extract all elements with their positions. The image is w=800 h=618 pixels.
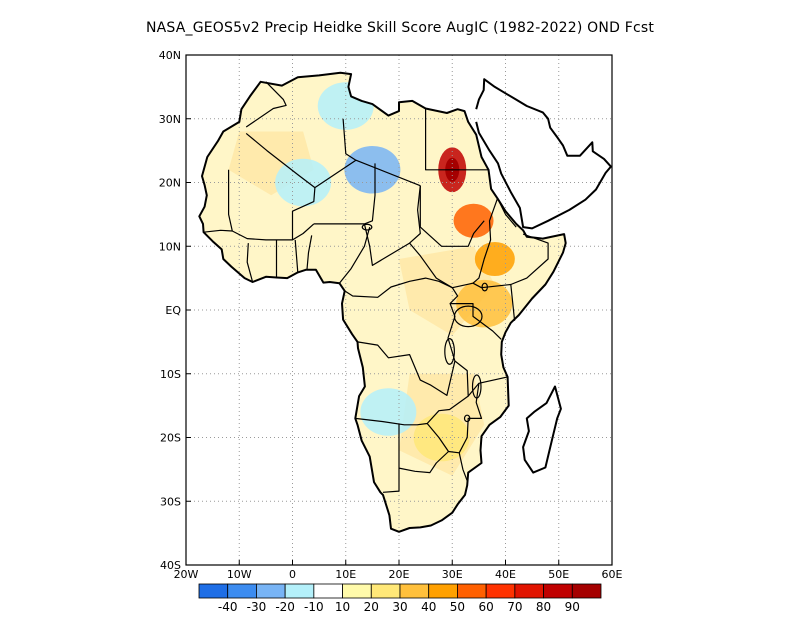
color-bar-swatch (485, 583, 516, 599)
country-border (294, 239, 299, 273)
color-bar-label: -30 (247, 600, 267, 614)
lake-outline (471, 374, 482, 399)
map-title: NASA_GEOS5v2 Precip Heidke Skill Score A… (145, 20, 655, 36)
color-bar-swatch (198, 583, 229, 599)
latitude-tick-label: 10N (159, 240, 181, 253)
skill-patch (275, 158, 332, 207)
color-bar-label: 10 (335, 600, 350, 614)
longitude-tick-label: 20E (389, 568, 410, 581)
skill-patch (456, 279, 513, 328)
country-border (245, 81, 287, 128)
color-bar-swatch (256, 583, 286, 599)
coastline (198, 71, 567, 533)
longitude-labels: 20W 10W 0 10E 20E 30E 40E 50E 60E (174, 560, 623, 581)
longitude-tick-label: 20W (174, 568, 199, 581)
color-bar-label: -20 (275, 600, 295, 614)
color-bar-label: -10 (304, 600, 324, 614)
lake-outline (453, 305, 483, 328)
color-bar-swatch (571, 583, 602, 599)
longitude-tick-label: 10E (335, 568, 356, 581)
country-border (472, 282, 516, 321)
lake-outline (361, 223, 373, 231)
country-border (496, 198, 517, 228)
color-bar: -40 -30 -20 -10 10 20 30 40 50 60 70 80 90 (198, 583, 602, 614)
country-border (246, 243, 254, 283)
skill-patch (344, 145, 401, 194)
latitude-tick-label: 20S (160, 432, 181, 445)
color-bar-swatch (313, 583, 343, 599)
latitude-tick-label: 40S (160, 559, 181, 572)
color-bar-label: 70 (507, 600, 522, 614)
lake-outline (444, 338, 455, 365)
color-bar-swatch (227, 583, 257, 599)
color-bar-label: 60 (479, 600, 494, 614)
country-border (419, 185, 485, 247)
skill-patch (453, 203, 494, 238)
longitude-tick-label: 30E (442, 568, 463, 581)
country-border (409, 198, 499, 289)
country-border (355, 360, 469, 426)
color-bar-swatch (342, 583, 372, 599)
color-bar-label: 80 (536, 600, 551, 614)
longitude-tick-label: 40E (495, 568, 516, 581)
base-shading-region (484, 118, 566, 208)
country-border (458, 383, 483, 454)
longitude-tick-label: 60E (602, 568, 623, 581)
color-bar-label: -40 (218, 600, 238, 614)
skill-patch (360, 388, 417, 436)
color-bar-label: 20 (364, 600, 379, 614)
longitude-tick-label: 10W (227, 568, 252, 581)
country-border (450, 303, 502, 340)
color-bar-label: 40 (421, 600, 436, 614)
arabia-coastline (475, 78, 612, 230)
color-bar-swatch (370, 583, 401, 599)
country-border (203, 229, 233, 233)
country-border (426, 423, 468, 482)
lake-outline (481, 282, 488, 292)
country-border (363, 185, 421, 266)
color-bar-label: 90 (565, 600, 580, 614)
country-border (291, 187, 316, 240)
skill-patch (474, 242, 515, 276)
country-border (425, 108, 490, 171)
country-border (510, 233, 549, 286)
country-border (245, 132, 421, 189)
color-bar-swatch (457, 583, 487, 599)
country-borders (203, 81, 549, 493)
color-bar-swatch (399, 583, 430, 599)
latitude-tick-label: 30S (160, 495, 181, 508)
longitude-tick-label: 0 (289, 568, 296, 581)
color-bar-label: 50 (450, 600, 465, 614)
color-bar-swatch (543, 583, 573, 599)
country-border (398, 451, 449, 474)
color-bar-swatch (284, 583, 315, 599)
skill-patch (317, 82, 374, 130)
country-border (306, 235, 313, 271)
latitude-tick-label: 40N (159, 49, 181, 62)
country-border (342, 118, 357, 161)
country-border (338, 226, 371, 284)
latitude-tick-label: EQ (165, 304, 181, 317)
latitude-labels: 40N 30N 20N 10N EQ 10S 20S 30S 40S (159, 49, 191, 572)
madagascar-coastline (522, 385, 562, 474)
latitude-tick-label: 20N (159, 177, 181, 190)
country-border (228, 169, 315, 241)
lake-outline (463, 414, 471, 423)
color-bar-label: 30 (392, 600, 407, 614)
skill-patch (509, 120, 566, 169)
country-border (344, 277, 453, 298)
latitude-tick-label: 30N (159, 113, 181, 126)
longitude-tick-label: 50E (548, 568, 569, 581)
color-bar-swatch (514, 583, 544, 599)
country-border (313, 163, 376, 225)
skill-patch (413, 413, 470, 462)
latitude-tick-label: 10S (160, 368, 181, 381)
color-bar-swatch (428, 583, 458, 599)
